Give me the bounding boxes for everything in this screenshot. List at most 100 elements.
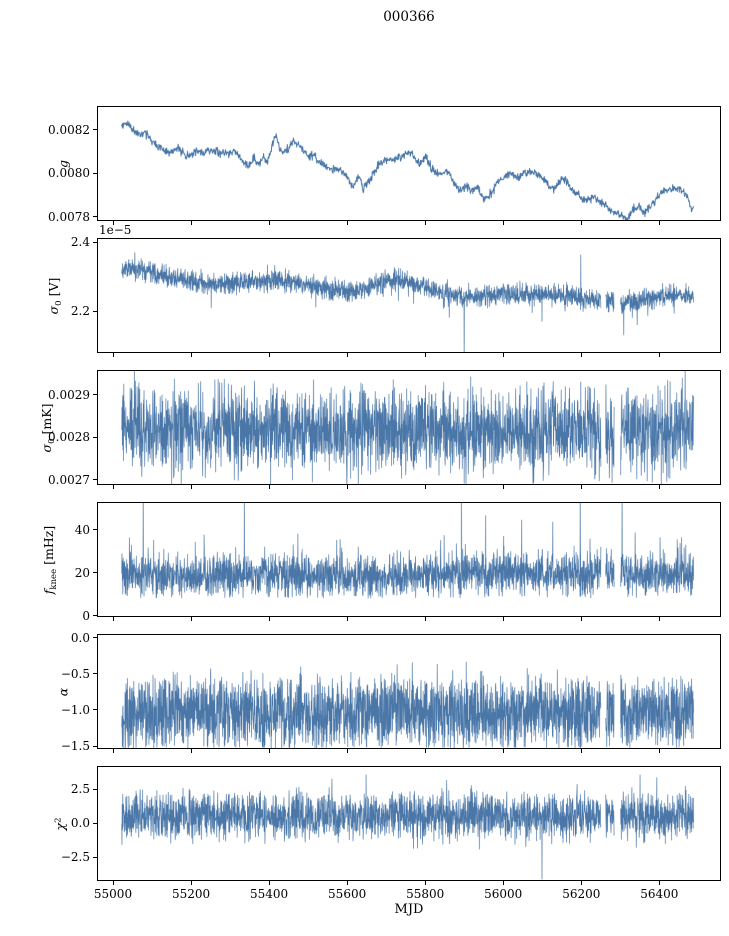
x-tick-mark xyxy=(658,749,660,753)
x-tick-mark xyxy=(112,353,114,357)
y-tick-label: −0.5 xyxy=(60,666,90,681)
x-tick-mark xyxy=(580,617,582,621)
y-tick-mark xyxy=(93,529,97,531)
y-axis-label-part: χ xyxy=(52,822,68,830)
x-tick-mark xyxy=(346,221,348,225)
y-tick-mark xyxy=(93,709,97,711)
x-tick-mark xyxy=(268,617,270,621)
series-canvas-alpha xyxy=(98,635,720,748)
y-tick-mark xyxy=(93,172,97,174)
y-tick-label: 0.0 xyxy=(70,816,90,831)
y-axis-label-part: σ xyxy=(39,443,55,452)
figure-title: 000366 xyxy=(383,9,435,25)
y-tick-mark xyxy=(93,436,97,438)
x-tick-mark xyxy=(112,221,114,225)
y-axis-label-sigma0-V: σ0 [V] xyxy=(46,277,64,314)
x-tick-mark xyxy=(268,353,270,357)
y-tick-mark xyxy=(93,856,97,858)
x-tick-mark xyxy=(268,881,270,885)
series-canvas-sigma0-mK xyxy=(98,371,720,484)
y-tick-mark xyxy=(93,310,97,312)
y-tick-label: 0.0 xyxy=(70,630,90,645)
y-axis-label-part: [mK] xyxy=(39,403,55,438)
y-tick-label: 2.5 xyxy=(70,782,90,796)
y-tick-label: 0.0080 xyxy=(48,166,90,181)
series-canvas-g xyxy=(98,107,720,220)
y-tick-label: 2.2 xyxy=(70,304,90,319)
x-tick-label: 55400 xyxy=(250,887,289,901)
x-tick-label: 55600 xyxy=(328,887,367,901)
x-tick-label: 56400 xyxy=(640,887,679,901)
x-tick-mark xyxy=(268,221,270,225)
subplot-sigma0-mK xyxy=(97,370,721,485)
x-tick-mark xyxy=(658,485,660,489)
x-tick-mark xyxy=(658,881,660,885)
y-tick-label: −1.5 xyxy=(60,739,90,754)
x-axis-label: MJD xyxy=(394,902,424,917)
y-tick-label: 0.0027 xyxy=(48,472,90,487)
subplot-sigma0-V xyxy=(97,238,721,353)
y-tick-mark xyxy=(93,572,97,574)
y-axis-label-part: σ xyxy=(46,305,62,314)
y-axis-label-part: 0 xyxy=(53,299,64,306)
subplot-g xyxy=(97,106,721,221)
y-tick-mark xyxy=(93,615,97,617)
series-canvas-sigma0-V xyxy=(98,239,720,352)
x-tick-mark xyxy=(112,485,114,489)
x-tick-label: 56200 xyxy=(562,887,601,901)
x-tick-mark xyxy=(424,881,426,885)
y-tick-label: 0 xyxy=(82,608,90,623)
y-tick-mark xyxy=(93,241,97,243)
x-tick-mark xyxy=(346,749,348,753)
x-tick-mark xyxy=(424,353,426,357)
y-axis-label-g: g xyxy=(56,159,71,167)
x-tick-mark xyxy=(190,221,192,225)
x-tick-mark xyxy=(424,749,426,753)
y-tick-label: 0.0082 xyxy=(48,122,90,137)
x-tick-mark xyxy=(424,485,426,489)
y-axis-label-part: α xyxy=(55,687,71,696)
axis-offset-text: 1e−5 xyxy=(99,223,132,237)
x-tick-mark xyxy=(658,221,660,225)
x-tick-mark xyxy=(502,485,504,489)
x-tick-mark xyxy=(190,617,192,621)
x-tick-mark xyxy=(580,881,582,885)
x-tick-mark xyxy=(502,617,504,621)
series-canvas-fknee xyxy=(98,503,720,616)
y-axis-label-part: f xyxy=(41,589,57,594)
x-tick-mark xyxy=(424,617,426,621)
y-tick-mark xyxy=(93,394,97,396)
subplot-fknee xyxy=(97,502,721,617)
x-tick-mark xyxy=(190,881,192,885)
y-axis-label-alpha: α xyxy=(56,687,71,695)
x-tick-mark xyxy=(268,485,270,489)
x-tick-mark xyxy=(658,617,660,621)
x-tick-mark xyxy=(268,749,270,753)
y-axis-label-chi2: χ2 xyxy=(53,817,68,830)
x-tick-mark xyxy=(502,749,504,753)
y-tick-mark xyxy=(93,788,97,790)
x-tick-mark xyxy=(580,749,582,753)
y-tick-mark xyxy=(93,637,97,639)
y-tick-mark xyxy=(93,745,97,747)
subplot-alpha xyxy=(97,634,721,749)
y-tick-mark xyxy=(93,479,97,481)
y-axis-label-sigma0-mK: σ0 [mK] xyxy=(39,403,57,452)
x-tick-mark xyxy=(502,881,504,885)
x-tick-mark xyxy=(346,353,348,357)
y-tick-label: 0.0028 xyxy=(48,430,90,445)
x-tick-mark xyxy=(502,353,504,357)
y-axis-label-part: knee xyxy=(48,568,59,590)
x-tick-mark xyxy=(346,617,348,621)
x-tick-label: 55800 xyxy=(406,887,445,901)
x-tick-mark xyxy=(112,617,114,621)
y-tick-label: 2.4 xyxy=(70,235,90,250)
x-tick-mark xyxy=(346,881,348,885)
y-tick-label: 0.0078 xyxy=(48,209,90,224)
x-tick-mark xyxy=(580,353,582,357)
y-tick-mark xyxy=(93,216,97,218)
x-tick-mark xyxy=(112,881,114,885)
x-tick-mark xyxy=(190,749,192,753)
y-axis-label-part: [V] xyxy=(46,277,62,300)
y-axis-label-part: g xyxy=(55,159,71,168)
